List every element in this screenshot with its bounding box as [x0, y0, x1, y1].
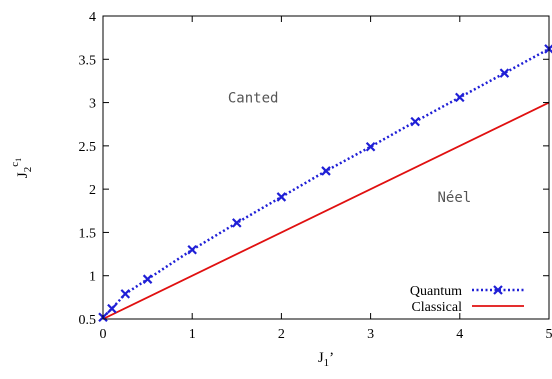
x-axis-title: J1’ [318, 350, 334, 369]
x-tick-label: 4 [456, 327, 463, 342]
y-tick-label: 2.5 [79, 140, 97, 155]
y-tick-label: 2 [89, 183, 96, 198]
region-label: Néel [438, 190, 472, 206]
data-point [187, 244, 197, 255]
plot-frame [102, 15, 550, 320]
y-tick-label: 0.5 [79, 313, 97, 328]
data-point [120, 289, 131, 299]
data-point [321, 166, 331, 176]
data-point [142, 274, 153, 284]
data-point [455, 92, 465, 103]
legend-label: Classical [411, 300, 462, 315]
y-tick-label: 1 [89, 270, 96, 285]
y-tick-label: 4 [89, 10, 96, 25]
x-tick-label: 5 [546, 327, 552, 342]
data-point [410, 116, 420, 127]
legend-marker [493, 285, 503, 295]
series-line-classical [102, 101, 550, 320]
data-point [276, 192, 287, 202]
y-tick-label: 3.5 [79, 53, 97, 68]
data-point [107, 303, 117, 314]
data-point [365, 141, 376, 152]
y-tick-label: 3 [89, 97, 96, 112]
data-point [499, 68, 510, 78]
region-label: Canted [228, 91, 279, 107]
y-axis-title: J2c1 [9, 158, 34, 178]
x-tick-label: 1 [189, 327, 196, 342]
legend-label: Quantum [410, 284, 462, 299]
series-line-quantum [102, 47, 550, 319]
x-tick-label: 3 [367, 327, 374, 342]
x-tick-label: 2 [278, 327, 285, 342]
data-point [232, 218, 242, 228]
x-tick-label: 0 [100, 327, 107, 342]
y-tick-label: 1.5 [79, 226, 97, 241]
